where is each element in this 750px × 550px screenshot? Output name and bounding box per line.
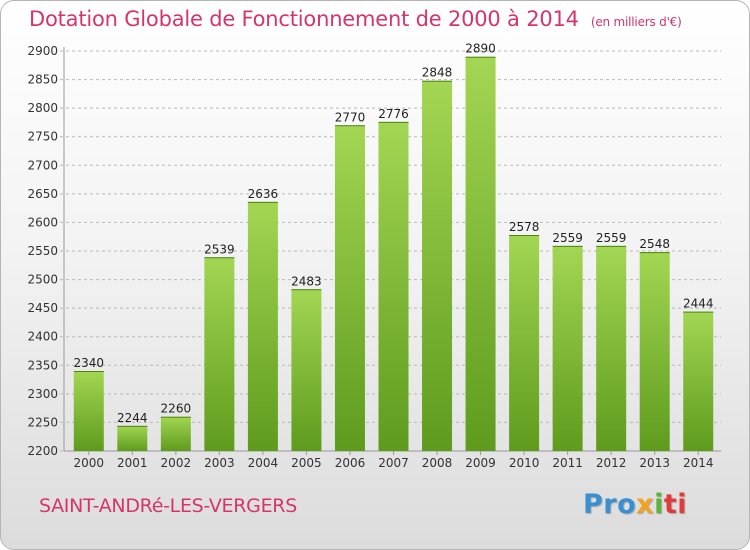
bar-2008 [422, 80, 453, 451]
x-tick-label: 2014 [683, 456, 714, 470]
bar-2005 [291, 289, 322, 451]
value-label: 2636 [248, 187, 279, 201]
y-tick-label: 2600 [27, 215, 58, 229]
bar-2002 [160, 416, 191, 451]
logo-part-3: i [654, 489, 664, 520]
value-label: 2559 [596, 231, 627, 245]
x-tick-label: 2002 [161, 456, 192, 470]
bar-2011 [552, 245, 583, 451]
y-tick-label: 2250 [27, 415, 58, 429]
x-tick-label: 2004 [248, 456, 279, 470]
x-tick-label: 2010 [509, 456, 540, 470]
x-tick-label: 2011 [552, 456, 583, 470]
value-label: 2559 [552, 231, 583, 245]
bar-2006 [334, 125, 365, 452]
x-tick-label: 2008 [422, 456, 453, 470]
bar-2004 [247, 201, 278, 451]
y-tick-label: 2400 [27, 330, 58, 344]
value-label: 2539 [204, 242, 235, 256]
y-tick-label: 2300 [27, 387, 58, 401]
x-tick-label: 2006 [335, 456, 366, 470]
chart-title: Dotation Globale de Fonctionnement de 20… [29, 7, 682, 31]
value-label: 2483 [291, 274, 322, 288]
bar-2010 [509, 235, 540, 451]
bar-2013 [639, 252, 670, 451]
x-tick-label: 2000 [73, 456, 104, 470]
logo-part-4: ti [663, 489, 688, 520]
y-tick-label: 2200 [27, 444, 58, 458]
y-tick-label: 2500 [27, 273, 58, 287]
value-label: 2770 [335, 110, 366, 124]
x-tick-label: 2007 [378, 456, 409, 470]
logo-part-2: x [636, 489, 655, 520]
y-tick-label: 2650 [27, 187, 58, 201]
y-tick-label: 2700 [27, 158, 58, 172]
y-tick-label: 2900 [27, 44, 58, 58]
value-label: 2260 [161, 402, 192, 416]
x-tick-label: 2013 [639, 456, 670, 470]
unit-note: (en milliers d'€) [590, 15, 682, 29]
bar-2003 [204, 257, 235, 451]
value-label: 2578 [509, 220, 540, 234]
title-text: Dotation Globale de Fonctionnement de 20… [29, 7, 579, 31]
bar-2007 [378, 121, 409, 451]
bar-2009 [465, 56, 496, 451]
y-tick-label: 2850 [27, 73, 58, 87]
value-label: 2340 [73, 356, 104, 370]
y-tick-label: 2550 [27, 244, 58, 258]
x-tick-label: 2003 [204, 456, 235, 470]
bar-2014 [683, 311, 714, 451]
y-tick-label: 2750 [27, 130, 58, 144]
x-tick-label: 2005 [291, 456, 322, 470]
bar-2001 [117, 425, 148, 451]
y-tick-label: 2450 [27, 301, 58, 315]
value-label: 2444 [683, 297, 714, 311]
bar-2000 [73, 371, 104, 451]
value-label: 2776 [378, 107, 409, 121]
value-label: 2548 [639, 237, 670, 251]
x-tick-label: 2009 [465, 456, 496, 470]
x-tick-label: 2001 [117, 456, 148, 470]
value-label: 2890 [465, 42, 496, 56]
x-tick-label: 2012 [596, 456, 627, 470]
value-label: 2244 [117, 411, 148, 425]
y-tick-label: 2350 [27, 358, 58, 372]
commune-name: SAINT-ANDRé-LES-VERGERS [39, 495, 297, 517]
logo-part-1: Pro [583, 489, 637, 520]
bar-2012 [596, 245, 627, 451]
y-tick-label: 2800 [27, 101, 58, 115]
proxiti-logo: Proxiti [583, 489, 687, 520]
value-label: 2848 [422, 66, 453, 80]
